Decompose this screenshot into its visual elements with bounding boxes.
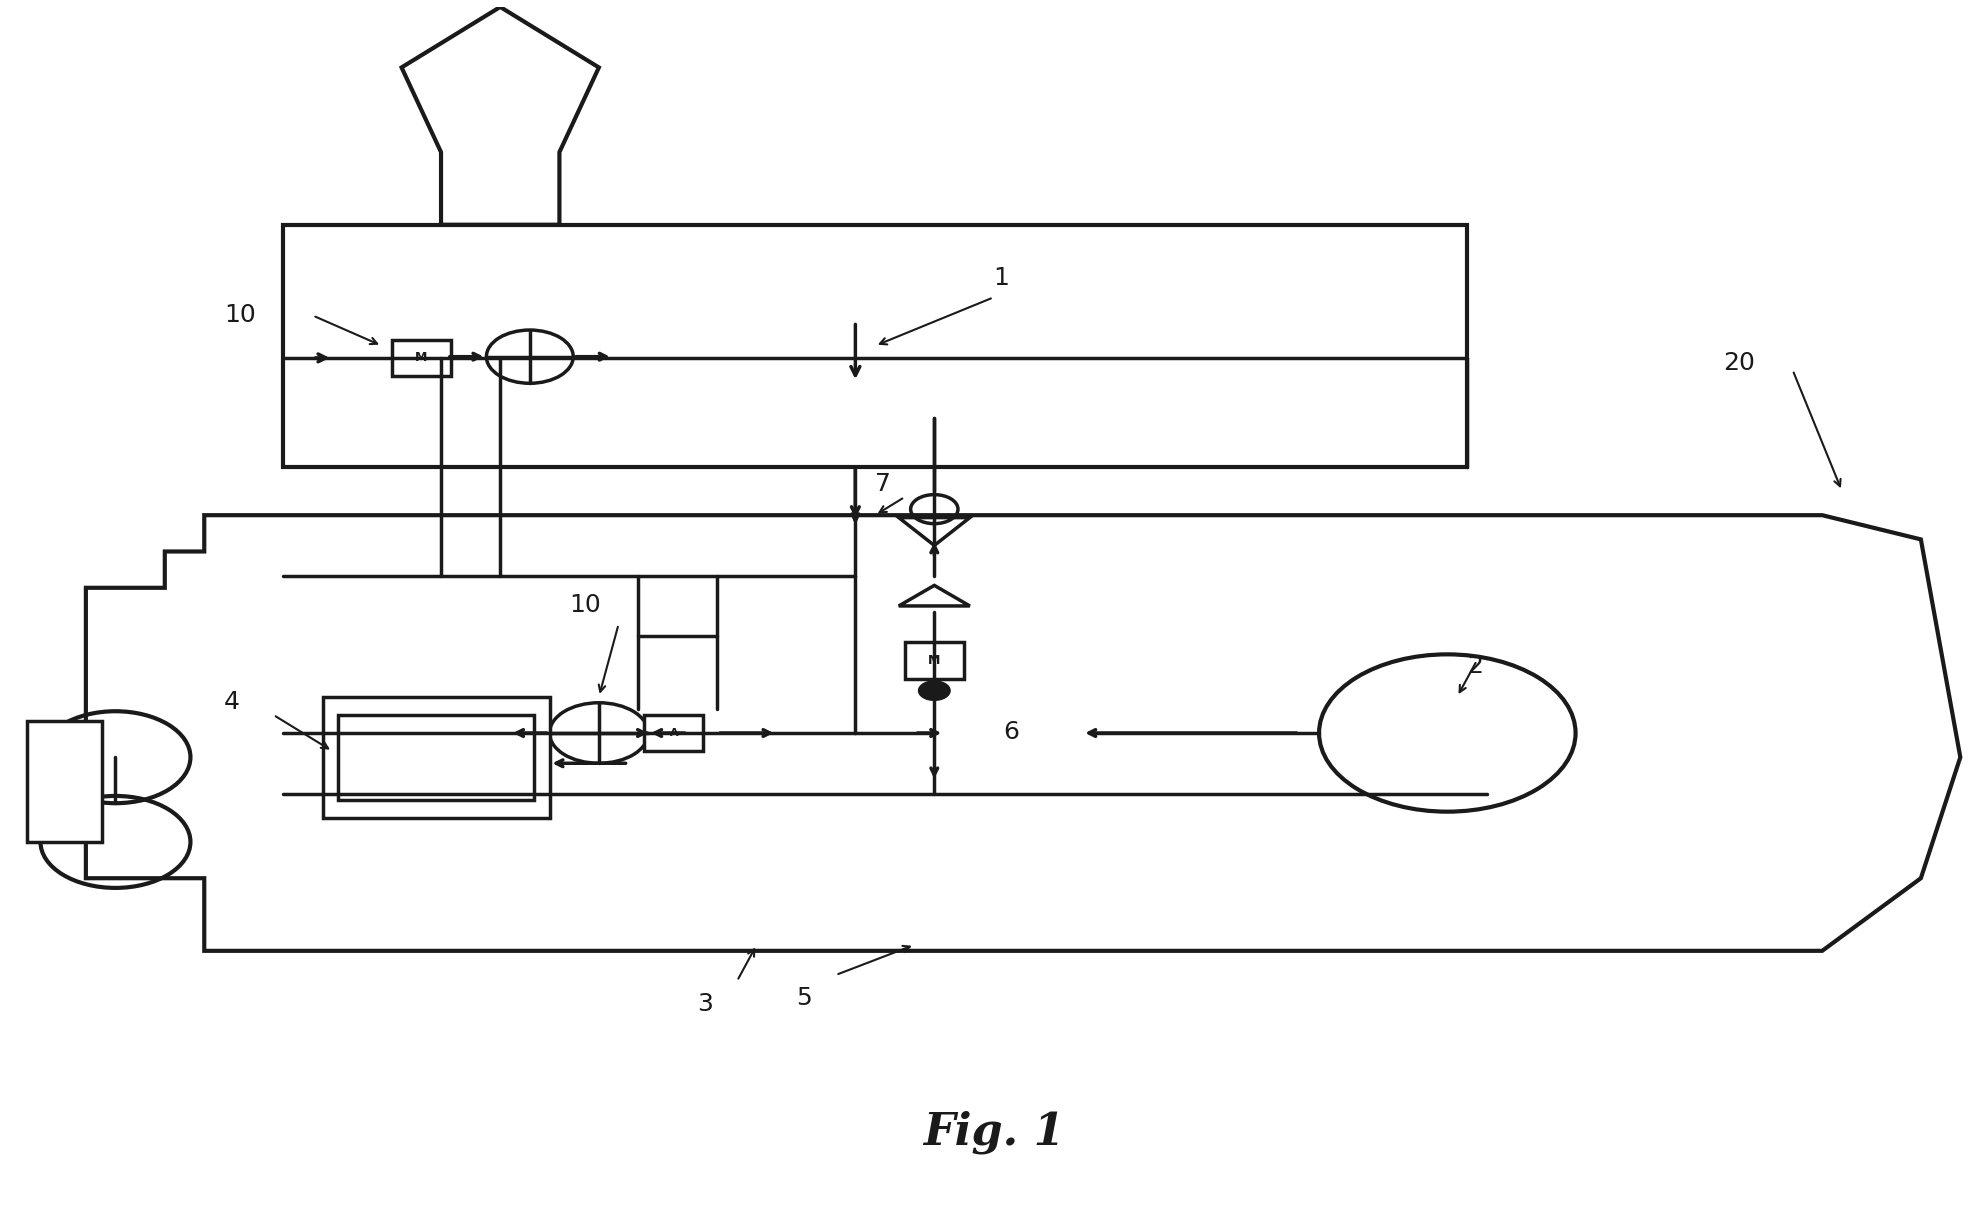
Text: 3: 3 — [697, 993, 713, 1016]
Bar — [904, 643, 964, 678]
Text: 20: 20 — [1723, 351, 1755, 375]
Text: A: A — [670, 728, 678, 738]
Bar — [644, 715, 703, 752]
Bar — [338, 715, 535, 799]
Text: M: M — [415, 351, 427, 365]
Text: 10: 10 — [225, 302, 256, 327]
Text: 2: 2 — [1466, 654, 1482, 678]
Text: 7: 7 — [874, 472, 890, 496]
Bar — [391, 340, 451, 376]
Bar — [284, 225, 1466, 466]
Circle shape — [918, 681, 950, 700]
Bar — [26, 721, 101, 842]
Text: Fig. 1: Fig. 1 — [922, 1110, 1065, 1154]
Text: 10: 10 — [570, 592, 600, 617]
Text: 6: 6 — [1003, 720, 1019, 744]
Text: 1: 1 — [994, 267, 1009, 290]
Text: 4: 4 — [225, 690, 240, 714]
Text: M: M — [928, 654, 940, 667]
Bar — [322, 696, 550, 818]
Text: 5: 5 — [797, 987, 813, 1010]
